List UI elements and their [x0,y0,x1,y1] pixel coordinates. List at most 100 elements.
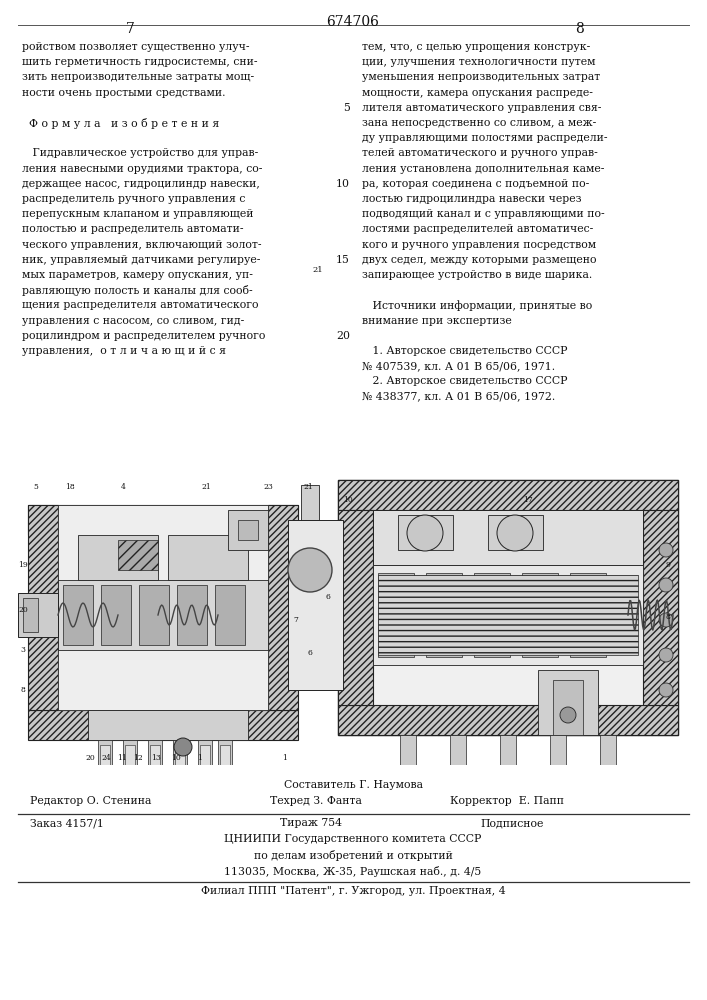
Text: внимание при экспертизе: внимание при экспертизе [362,316,512,326]
Bar [63,585,93,645]
Text: 8: 8 [21,686,25,694]
Bar [400,735,416,765]
Text: Филиал ППП "Патент", г. Ужгород, ул. Проектная, 4: Филиал ППП "Патент", г. Ужгород, ул. Про… [201,886,506,896]
Text: управления,  о т л и ч а ю щ и й с я: управления, о т л и ч а ю щ и й с я [22,346,226,356]
Bar [175,745,185,765]
Text: Ф о р м у л а   и з о б р е т е н и я: Ф о р м у л а и з о б р е т е н и я [22,118,219,129]
Bar [522,573,558,657]
Text: ции, улучшения технологичности путем: ции, улучшения технологичности путем [362,57,595,67]
Text: 10: 10 [336,179,350,189]
Bar [28,505,58,710]
Text: равляющую полость и каналы для сооб-: равляющую полость и каналы для сооб- [22,285,252,296]
Bar [553,680,583,735]
Text: 6: 6 [325,593,330,601]
Text: 7: 7 [126,22,134,36]
Text: 1: 1 [283,754,288,762]
Text: лостью гидроцилиндра навески через: лостью гидроцилиндра навески через [362,194,581,204]
Text: зить непроизводительные затраты мощ-: зить непроизводительные затраты мощ- [22,72,254,82]
Text: 21: 21 [312,266,323,274]
Text: 10: 10 [343,496,353,504]
Bar [28,505,298,535]
Text: Корректор  Е. Папп: Корректор Е. Папп [450,796,564,806]
Circle shape [407,515,443,551]
Text: Заказ 4157/1: Заказ 4157/1 [30,818,104,828]
Circle shape [659,578,673,592]
Bar [58,505,268,710]
Text: 8: 8 [665,613,670,621]
Text: ления установлена дополнительная каме-: ления установлена дополнительная каме- [362,164,604,174]
Text: лителя автоматического управления свя-: лителя автоматического управления свя- [362,103,602,113]
Text: перепускным клапаном и управляющей: перепускным клапаном и управляющей [22,209,254,219]
Bar [198,740,212,765]
Text: 5: 5 [343,103,350,113]
Bar [18,593,58,637]
Text: Подписное: Подписное [480,818,544,828]
Bar [378,575,638,655]
Text: 674706: 674706 [327,15,380,29]
Text: лостями распределителей автоматичес-: лостями распределителей автоматичес- [362,224,593,234]
Text: 18: 18 [65,483,75,491]
Text: Техред З. Фанта: Техред З. Фанта [270,796,362,806]
Text: 4: 4 [121,483,125,491]
Text: кого и ручного управления посредством: кого и ручного управления посредством [362,240,596,250]
Text: 8: 8 [575,22,585,36]
Text: управления с насосом, со сливом, гид-: управления с насосом, со сливом, гид- [22,316,244,326]
Bar [474,573,510,657]
Text: ления навесными орудиями трактора, со-: ления навесными орудиями трактора, со- [22,164,262,174]
Bar [173,740,187,765]
Bar [301,635,319,685]
Bar [168,535,248,580]
Circle shape [288,548,332,592]
Bar [338,480,678,510]
Text: 21: 21 [303,483,313,491]
Bar [200,745,210,765]
Text: ности очень простыми средствами.: ности очень простыми средствами. [22,88,226,98]
Bar [238,520,258,540]
Text: Тираж 754: Тираж 754 [280,818,342,828]
Text: 2. Авторское свидетельство СССР: 2. Авторское свидетельство СССР [362,376,568,386]
Text: 20: 20 [18,606,28,614]
Circle shape [659,613,673,627]
Text: 9: 9 [665,561,670,569]
Text: 23: 23 [263,483,273,491]
Bar [123,740,137,765]
Bar [101,585,131,645]
Text: 7: 7 [293,616,298,624]
Bar [88,710,248,740]
Text: полостью и распределитель автомати-: полостью и распределитель автомати- [22,224,243,234]
Circle shape [174,738,192,756]
Bar [150,745,160,765]
Bar [100,745,110,765]
Bar [338,480,678,735]
Bar [643,510,678,705]
Circle shape [497,515,533,551]
Text: 113035, Москва, Ж-35, Раушская наб., д. 4/5: 113035, Москва, Ж-35, Раушская наб., д. … [224,866,481,877]
Text: 17: 17 [523,496,533,504]
Text: уменьшения непроизводительных затрат: уменьшения непроизводительных затрат [362,72,600,82]
Text: подводящий канал и с управляющими по-: подводящий канал и с управляющими по- [362,209,604,219]
Bar [426,573,462,657]
Circle shape [560,707,576,723]
Bar [450,735,466,765]
Text: роцилиндром и распределителем ручного: роцилиндром и распределителем ручного [22,331,265,341]
Bar [301,485,319,530]
Text: тем, что, с целью упрощения конструк-: тем, что, с целью упрощения конструк- [362,42,590,52]
Bar [118,540,158,570]
Bar [538,670,598,735]
Text: ду управляющими полостями распредели-: ду управляющими полостями распредели- [362,133,607,143]
Circle shape [659,648,673,662]
Bar [139,585,169,645]
Text: Источники информации, принятые во: Источники информации, принятые во [362,300,592,311]
Bar [550,735,566,765]
Text: 1: 1 [197,754,202,762]
Text: шить герметичность гидросистемы, сни-: шить герметичность гидросистемы, сни- [22,57,257,67]
Bar [600,735,616,765]
Text: двух седел, между которыми размещено: двух седел, между которыми размещено [362,255,597,265]
Bar [220,745,230,765]
Text: 20: 20 [85,754,95,762]
Text: 3: 3 [21,646,25,654]
Text: 10: 10 [171,754,181,762]
Bar [288,520,343,690]
Text: 6: 6 [308,649,312,657]
Text: Составитель Г. Наумова: Составитель Г. Наумова [284,780,423,790]
